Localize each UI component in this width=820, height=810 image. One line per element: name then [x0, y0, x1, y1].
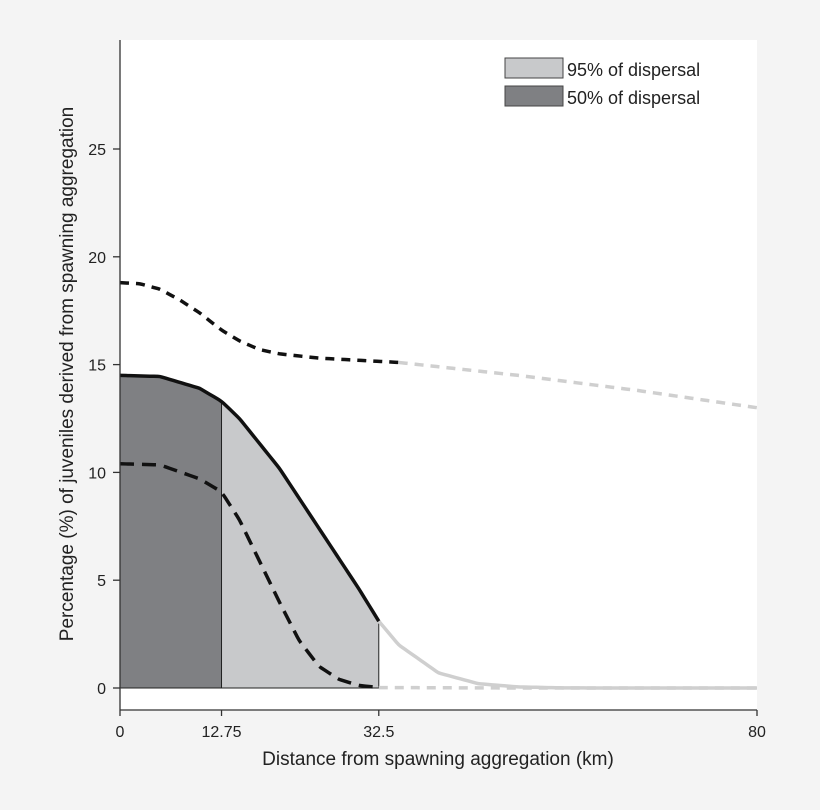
- y-tick-label: 10: [88, 465, 106, 482]
- y-tick-label: 15: [88, 358, 106, 375]
- legend-swatch-95: [504, 57, 564, 79]
- x-axis-label: Distance from spawning aggregation (km): [262, 749, 614, 770]
- series-1-line: [119, 280, 399, 365]
- legend-swatch-50: [504, 85, 564, 107]
- y-tick-label: 5: [97, 573, 106, 590]
- x-tick-label: 32.5: [363, 724, 394, 741]
- series-0-faded: [377, 620, 757, 690]
- legend-label-50: 50% of dispersal: [567, 88, 700, 108]
- series-1-faded: [398, 360, 758, 410]
- y-axis-label: Percentage (%) of juveniles derived from…: [57, 107, 78, 641]
- x-tick-label: 80: [748, 724, 766, 741]
- legend: 95% of dispersal 50% of dispersal: [504, 57, 700, 108]
- shaded-region-0: [119, 374, 223, 689]
- y-tick-label: 0: [97, 681, 106, 698]
- y-tick-label: 20: [88, 250, 106, 267]
- series-2-line: [119, 462, 379, 690]
- x-tick-label: 12.75: [201, 724, 241, 741]
- x-tick-label: 0: [116, 724, 125, 741]
- series-0-line: [119, 373, 381, 623]
- legend-label-95: 95% of dispersal: [567, 60, 700, 80]
- y-tick-label: 25: [88, 142, 106, 159]
